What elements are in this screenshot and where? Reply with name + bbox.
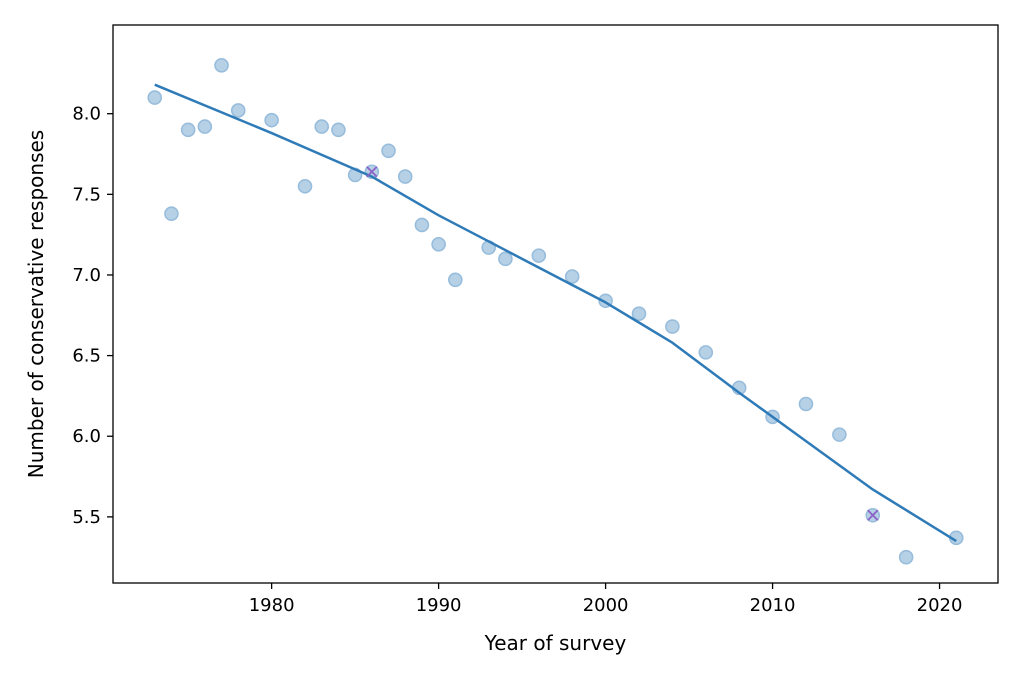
data-point	[564, 269, 580, 284]
x-axis-label: Year of survey	[484, 631, 627, 655]
data-point	[498, 251, 513, 267]
data-point	[180, 122, 196, 138]
x-tick-label: 2000	[583, 595, 629, 616]
y-tick-label: 7.5	[72, 184, 101, 205]
y-tick-label: 8.0	[72, 104, 101, 125]
data-point	[448, 272, 463, 288]
data-point	[331, 122, 346, 138]
data-point	[197, 119, 213, 134]
x-axis: 1980 1990 2000 2010 2020	[249, 583, 963, 616]
x-marker	[366, 166, 378, 178]
data-point	[665, 319, 680, 334]
plot-area	[112, 24, 999, 584]
data-point	[431, 237, 446, 252]
x-tick-label: 2010	[750, 595, 796, 616]
data-point	[264, 112, 279, 128]
data-point	[297, 178, 313, 194]
x-tick-label: 1990	[416, 595, 462, 616]
y-axis-label: Number of conservative responses	[24, 130, 48, 478]
data-point	[898, 549, 914, 565]
data-point	[147, 90, 163, 105]
trend-line	[154, 83, 957, 543]
data-point	[631, 306, 647, 321]
axes-frame	[112, 24, 999, 584]
data-point	[314, 119, 330, 134]
data-point	[381, 143, 396, 159]
y-axis: 5.5 6.0 6.5 7.0 7.5 8.0	[72, 104, 113, 528]
data-point	[798, 396, 814, 412]
y-tick-label: 6.5	[72, 346, 101, 367]
data-point	[531, 248, 547, 263]
data-point	[214, 58, 229, 73]
data-point	[397, 169, 413, 184]
data-point	[230, 103, 246, 118]
y-tick-label: 6.0	[72, 426, 101, 447]
x-tick-label: 1980	[249, 595, 295, 616]
data-point	[698, 345, 714, 360]
y-tick-label: 7.0	[72, 265, 101, 286]
y-tick-label: 5.5	[72, 507, 101, 528]
x-tick-label: 2020	[917, 595, 963, 616]
data-point	[414, 217, 430, 233]
data-point	[164, 206, 179, 221]
data-point	[832, 427, 847, 442]
x-marker	[867, 509, 879, 521]
